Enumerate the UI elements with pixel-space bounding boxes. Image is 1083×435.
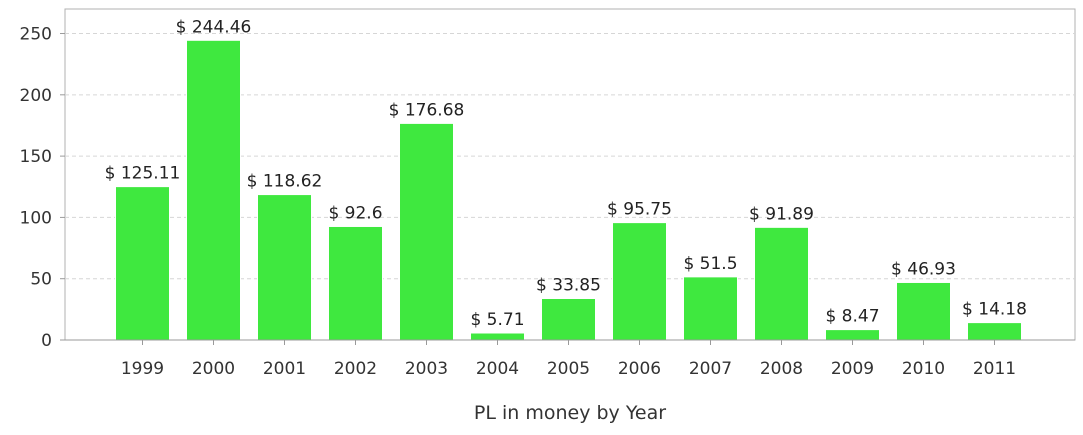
bar-2000[interactable] [186, 39, 241, 341]
data-label-2000: $ 244.46 [176, 17, 252, 37]
data-label-2009: $ 8.47 [825, 307, 879, 327]
data-label-2011: $ 14.18 [962, 300, 1027, 320]
bar-2007[interactable] [683, 276, 738, 341]
y-axis-ticks: 0 50 100 150 200 250 [20, 25, 65, 351]
y-tick-label: 0 [41, 331, 52, 351]
data-label-1999: $ 125.11 [105, 164, 181, 184]
x-tick-label-2007: 2007 [689, 359, 732, 379]
x-tick-label-2001: 2001 [263, 359, 306, 379]
bars [115, 39, 1022, 341]
x-axis-ticks: 1999 2000 2001 2002 2003 2004 2005 2006 2007 2008… [121, 340, 1016, 379]
x-tick-label-2009: 2009 [831, 359, 874, 379]
bar-2008[interactable] [754, 226, 809, 341]
data-label-2003: $ 176.68 [389, 100, 465, 120]
bar-2009[interactable] [825, 329, 880, 341]
x-tick-label-2002: 2002 [334, 359, 377, 379]
data-label-2007: $ 51.5 [683, 254, 737, 274]
x-axis-title: PL in money by Year [474, 402, 666, 424]
bar-2001[interactable] [257, 194, 312, 341]
y-tick-label: 100 [20, 208, 52, 228]
x-tick-label-2010: 2010 [902, 359, 945, 379]
x-tick-label-2006: 2006 [618, 359, 661, 379]
data-label-2008: $ 91.89 [749, 204, 814, 224]
data-labels: $ 125.11 $ 244.46 $ 118.62$ 92.6 $ 176.68 $ … [105, 17, 1027, 330]
x-tick-label-2003: 2003 [405, 359, 448, 379]
x-tick-label-2008: 2008 [760, 359, 803, 379]
bar-2006[interactable] [612, 222, 667, 341]
x-tick-label-2005: 2005 [547, 359, 590, 379]
y-tick-label: 50 [30, 270, 52, 290]
y-tick-label: 150 [20, 147, 52, 167]
bar-2003[interactable] [399, 122, 454, 341]
bar-2002[interactable] [328, 225, 383, 341]
data-label-2010: $ 46.93 [891, 259, 956, 279]
data-label-2002: $ 92.6 [328, 203, 382, 223]
x-tick-label-1999: 1999 [121, 359, 164, 379]
bar-2011[interactable] [967, 322, 1022, 341]
x-tick-label-2000: 2000 [192, 359, 235, 379]
x-tick-label-2004: 2004 [476, 359, 519, 379]
x-tick-label-2011: 2011 [973, 359, 1016, 379]
bar-2010[interactable] [896, 281, 951, 341]
data-label-2004: $ 5.71 [470, 310, 524, 330]
bar-2005[interactable] [541, 298, 596, 341]
data-label-2005: $ 33.85 [536, 276, 601, 296]
bar-2004[interactable] [470, 332, 525, 341]
y-tick-label: 200 [20, 86, 52, 106]
bar-1999[interactable] [115, 186, 170, 341]
data-label-2001: $ 118.62 [247, 172, 323, 192]
y-tick-label: 250 [20, 25, 52, 45]
data-label-2006: $ 95.75 [607, 200, 672, 220]
